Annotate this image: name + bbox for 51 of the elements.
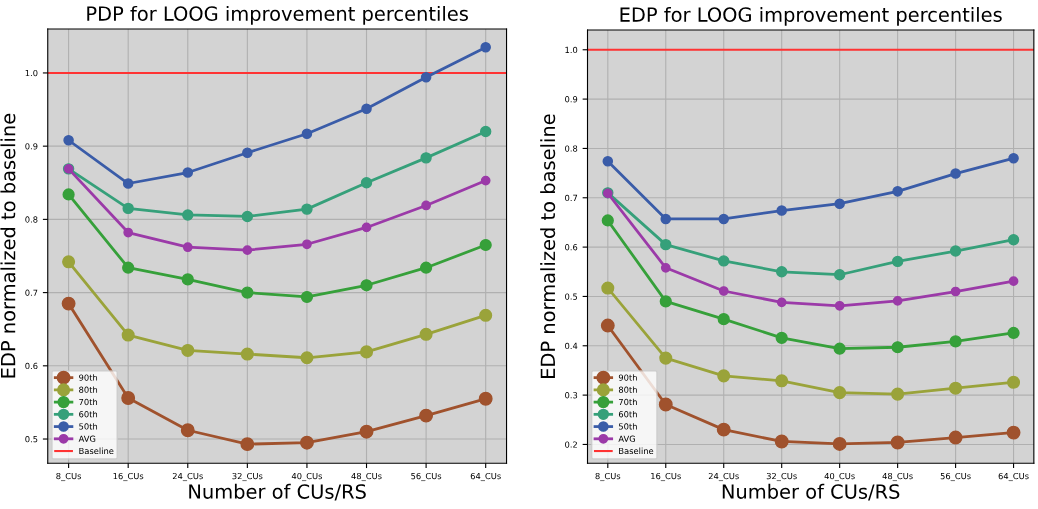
x-tick-label: 32_CUs <box>232 472 263 482</box>
legend-label: 70th <box>619 398 637 406</box>
legend-label: 90th <box>79 374 98 381</box>
x-tick-label: 64_CUs <box>470 472 501 482</box>
y-tick-label: 0.2 <box>565 441 577 448</box>
x-tick-label: 8_CUs <box>56 472 82 482</box>
x-tick-label: 40_CUs <box>824 472 855 482</box>
y-tick-label: 0.5 <box>25 436 38 443</box>
x-tick-label: 56_CUs <box>940 472 971 482</box>
x-tick-label: 48_CUs <box>882 472 913 482</box>
legend-label: 50th <box>79 423 98 430</box>
x-tick-label: 32_CUs <box>766 472 797 482</box>
y-tick-label: 0.7 <box>25 289 38 296</box>
y-tick-label: 0.4 <box>565 342 578 350</box>
x-axis-title: Number of CUs/RS <box>722 483 900 501</box>
x-tick-label: 56_CUs <box>411 472 442 482</box>
legend-label: 60th <box>618 410 637 418</box>
x-tick-label: 16_CUs <box>651 472 681 482</box>
legend-label: 80th <box>79 386 98 393</box>
x-tick-label: 24_CUs <box>708 472 739 482</box>
legend-label: 90th <box>618 374 637 381</box>
y-tick-label: 0.3 <box>565 392 578 399</box>
y-tick-label: 0.9 <box>565 96 578 103</box>
y-axis-title: EDP normalized to baseline <box>540 114 556 378</box>
y-tick-label: 0.8 <box>25 216 38 223</box>
y-tick-label: 1.0 <box>565 46 578 54</box>
y-tick-label: 0.6 <box>25 362 38 370</box>
y-tick-label: 1.0 <box>25 69 38 77</box>
legend-label: Baseline <box>619 447 654 455</box>
chart-title: EDP for LOOG improvement percentiles <box>620 6 1002 26</box>
legend-label: 60th <box>79 410 98 418</box>
legend-label: 50th <box>618 423 637 430</box>
y-tick-label: 0.6 <box>565 244 578 251</box>
x-tick-label: 16_CUs <box>113 472 144 482</box>
x-tick-label: 8_CUs <box>595 472 621 482</box>
y-tick-label: 0.8 <box>565 145 578 152</box>
legend-label: AVG <box>78 435 96 442</box>
legend-label: Baseline <box>79 447 114 455</box>
x-tick-label: 24_CUs <box>172 472 203 482</box>
y-tick-label: 0.7 <box>565 194 578 202</box>
x-axis-title: Number of CUs/RS <box>189 483 366 501</box>
legend-label: AVG <box>618 435 635 442</box>
y-tick-label: 0.5 <box>565 293 578 300</box>
x-tick-label: 64_CUs <box>998 472 1029 482</box>
legend-label: 70th <box>79 398 98 406</box>
x-tick-label: 48_CUs <box>351 472 382 482</box>
y-axis-title: EDP normalized to baseline <box>0 113 16 378</box>
y-tick-label: 0.9 <box>25 143 38 150</box>
legend-label: 80th <box>618 386 637 393</box>
x-tick-label: 40_CUs <box>291 472 323 482</box>
chart-title: PDP for LOOG improvement percentiles <box>87 5 468 25</box>
